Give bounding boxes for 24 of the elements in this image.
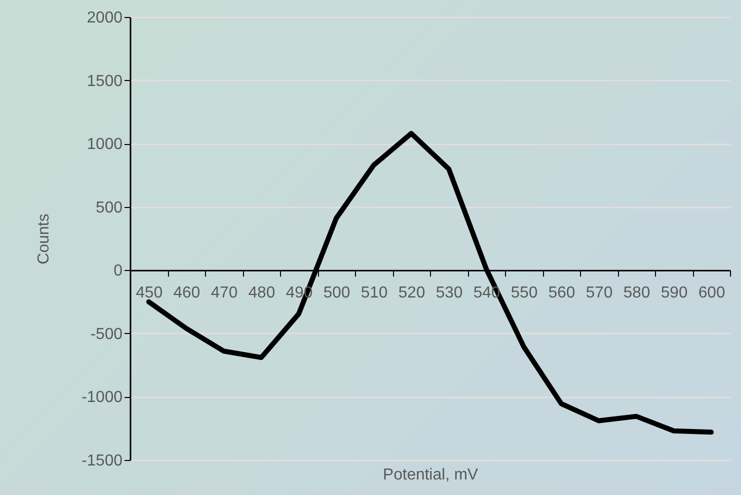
x-axis-title: Potential, mV — [382, 466, 478, 484]
x-tick-label: 590 — [660, 284, 688, 302]
x-tick-label: 500 — [323, 284, 350, 302]
y-tick-label: -1000 — [82, 389, 123, 406]
x-tick-label: 450 — [136, 284, 163, 302]
x-tick-label: 480 — [248, 284, 276, 302]
y-tick-label: -500 — [90, 326, 123, 343]
y-tick-label: 1000 — [86, 136, 123, 154]
y-axis-title: Counts — [36, 214, 53, 264]
y-tick-label: 0 — [114, 262, 123, 280]
x-tick-label: 470 — [210, 284, 238, 302]
x-tick-label: 510 — [360, 284, 388, 302]
y-tick-label: 2000 — [86, 10, 123, 26]
x-tick-label: 580 — [623, 284, 650, 302]
x-tick-label: 530 — [436, 284, 463, 302]
x-tick-label: 600 — [698, 284, 726, 302]
y-tick-label: 1500 — [86, 72, 123, 90]
x-tick-label: 460 — [173, 284, 200, 302]
x-tick-label: 570 — [586, 284, 613, 302]
x-tick-label: 560 — [548, 284, 576, 302]
x-tick-label: 520 — [398, 284, 426, 302]
x-tick-label: 550 — [510, 284, 538, 302]
y-tick-label: 500 — [96, 199, 123, 216]
y-tick-label: -1500 — [82, 452, 123, 470]
